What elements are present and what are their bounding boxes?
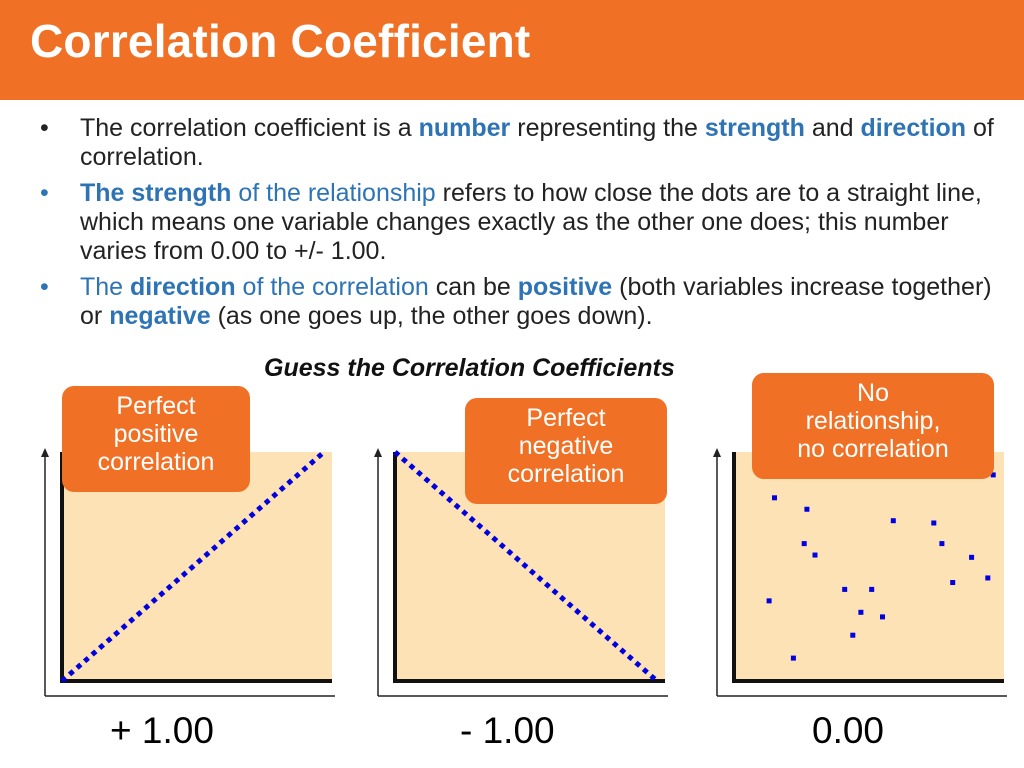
scatter-point	[766, 598, 772, 604]
bullet-item: • The correlation coefficient is a number…	[40, 114, 1015, 172]
no-correlation-plot	[712, 448, 1012, 698]
callout-negative: Perfect negative correlation	[465, 398, 667, 504]
callout-no-correlation: No relationship, no correlation	[752, 373, 994, 479]
plot-background	[734, 452, 1004, 681]
scatter-point	[990, 472, 996, 478]
callout-positive: Perfect positive correlation	[62, 386, 250, 492]
highlight-text: direction	[860, 114, 967, 142]
title-bar: Correlation Coefficient	[0, 0, 1024, 100]
callout-line: Perfect	[116, 392, 196, 420]
scatter-point	[969, 554, 975, 560]
highlight-text: of the relationship	[231, 179, 436, 207]
bullet-text: (as one goes up, the other goes down).	[210, 302, 653, 330]
value-label-positive: + 1.00	[110, 710, 214, 751]
callout-line: correlation	[97, 448, 215, 476]
bullet-text: of correlation.	[80, 114, 994, 171]
no-correlation-plot-svg	[713, 448, 1007, 697]
scatter-point	[985, 575, 991, 581]
scatter-point	[804, 506, 810, 512]
bullet-list: • The correlation coefficient is a number…	[40, 114, 1015, 338]
bullet-item: • The strength of the relationship refers…	[40, 179, 1015, 266]
bullet-dot: •	[40, 273, 49, 301]
highlight-text: number	[418, 114, 511, 142]
callout-line: positive	[113, 420, 199, 448]
scatter-point	[890, 518, 896, 524]
correlation-line	[393, 450, 659, 683]
scatter-point	[880, 614, 885, 620]
highlight-text: of the correlation	[235, 273, 429, 301]
value-label-zero: 0.00	[812, 710, 885, 751]
correlation-line	[60, 450, 326, 683]
scatter-point	[858, 609, 864, 615]
y-axis-arrow	[41, 448, 49, 457]
callout-line: negative	[518, 432, 614, 460]
bullet-item: • The direction of the correlation can be…	[40, 273, 1015, 331]
scatter-point	[850, 632, 856, 638]
y-axis-arrow	[374, 448, 382, 457]
callout-line: correlation	[507, 460, 625, 488]
scatter-point	[801, 541, 807, 547]
bullet-text: (both variables increase together) or	[80, 273, 992, 330]
callout-line: Perfect	[526, 404, 606, 432]
bullet-text: refers to how close the dots are to a st…	[80, 179, 982, 265]
highlight-text: strength	[704, 114, 805, 142]
bullet-text: The correlation coefficient is a	[80, 114, 419, 142]
bullet-dot: •	[40, 114, 49, 142]
scatter-point	[790, 655, 796, 661]
y-axis-arrow	[713, 448, 721, 457]
scatter-point	[931, 520, 937, 526]
scatter-point	[950, 580, 956, 586]
callout-line: No	[857, 379, 889, 407]
scatter-point	[842, 586, 848, 592]
highlight-text: direction	[130, 273, 236, 301]
bullet-text: representing the	[510, 114, 705, 142]
highlight-text: The strength	[80, 179, 232, 207]
bullet-text: and	[804, 114, 861, 142]
page-title: Correlation Coefficient	[30, 15, 531, 67]
highlight-text: The	[80, 273, 131, 301]
scatter-point	[812, 552, 818, 558]
callout-line: relationship,	[805, 407, 941, 435]
bullet-dot: •	[40, 179, 49, 207]
guess-caption: Guess the Correlation Coefficients	[264, 354, 675, 382]
scatter-point	[869, 586, 875, 592]
callout-line: no correlation	[797, 435, 949, 463]
highlight-text: negative	[109, 302, 211, 330]
highlight-text: positive	[517, 273, 613, 301]
scatter-point	[939, 541, 945, 547]
value-label-negative: - 1.00	[460, 710, 555, 751]
bullet-text: can be	[428, 273, 518, 301]
scatter-point	[772, 495, 777, 501]
